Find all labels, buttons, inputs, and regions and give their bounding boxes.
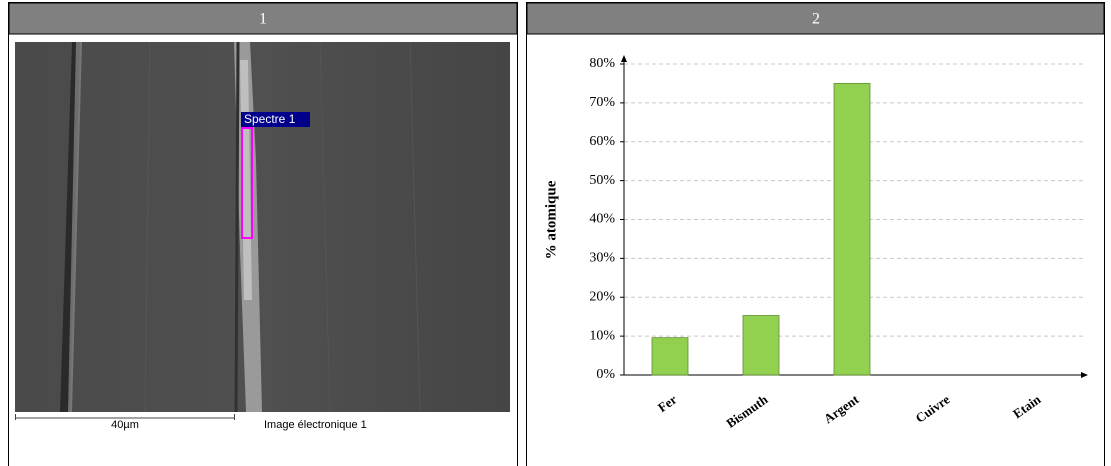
- x-tick-label: Argent: [821, 391, 862, 426]
- y-tick-label: 0%: [596, 367, 615, 382]
- y-tick-label: 60%: [589, 134, 615, 149]
- panel-header: [526, 2, 1105, 35]
- bar: [651, 337, 689, 376]
- image-caption: Image électronique 1: [264, 419, 367, 431]
- panel-header: [8, 2, 518, 35]
- x-tick-label: Bismuth: [723, 391, 771, 431]
- y-axis-label: % atomique: [543, 180, 559, 259]
- y-tick-label: 80%: [589, 56, 615, 71]
- panel-title: 1: [259, 11, 267, 28]
- y-tick-label: 20%: [589, 289, 615, 304]
- x-tick-label: Cuivre: [913, 391, 953, 425]
- y-tick-label: 10%: [589, 328, 615, 343]
- y-tick-label: 70%: [589, 95, 615, 110]
- y-tick-label: 50%: [589, 173, 615, 188]
- spectrum-label: Spectre 1: [244, 112, 296, 126]
- x-tick-label: Etain: [1010, 391, 1044, 421]
- y-tick-label: 30%: [589, 251, 615, 266]
- y-axis-arrow: [621, 55, 627, 62]
- bar: [833, 83, 871, 376]
- bar: [742, 315, 780, 376]
- panel-title: 2: [812, 11, 820, 28]
- y-tick-label: 40%: [589, 212, 615, 227]
- scale-label: 40µm: [111, 419, 139, 431]
- panel-frame: [526, 2, 1105, 466]
- x-tick-label: Fer: [655, 391, 680, 415]
- x-axis-arrow: [1081, 372, 1088, 378]
- sem-image: Spectre 1: [15, 41, 510, 413]
